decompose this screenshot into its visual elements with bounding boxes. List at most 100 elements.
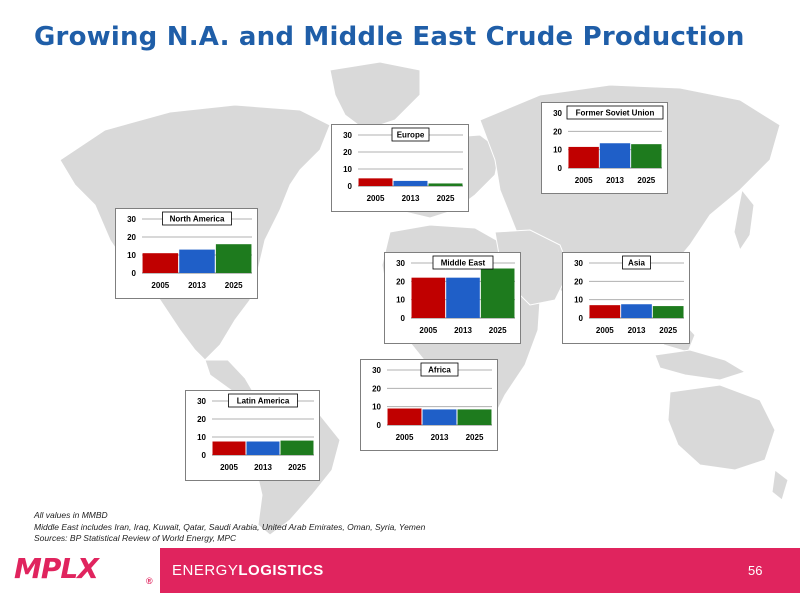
north-america-xtick-2013: 2013 (188, 281, 206, 290)
asia-ytick-10: 10 (574, 296, 583, 305)
europe-bar-2013 (393, 180, 428, 186)
footnote-sources: Sources: BP Statistical Review of World … (34, 533, 237, 543)
chart-middle-east: 0 10 20 30 2005 2013 2025 Middle East (384, 252, 521, 344)
former-soviet-union-xtick-2013: 2013 (606, 176, 624, 185)
chart-latin-america-plot: 0 10 20 30 2005 2013 2025 Latin America (197, 393, 314, 472)
energy-logistics-tagline: ENERGYLOGISTICS (172, 562, 324, 579)
map-japan (733, 188, 755, 252)
chart-former-soviet-union-plot: 0 10 20 30 2005 2013 2025 Former Soviet Union (553, 105, 664, 185)
former-soviet-union-ytick-0: 0 (558, 164, 563, 173)
africa-ytick-10: 10 (372, 403, 381, 412)
europe-xtick-2005: 2005 (367, 194, 385, 203)
africa-xtick-2013: 2013 (431, 433, 449, 442)
map-new-zealand (771, 469, 789, 501)
africa-ytick-30: 30 (372, 366, 381, 375)
logo-background (0, 548, 160, 593)
mplx-logo: MPLX (14, 552, 99, 585)
europe-bar-2025 (428, 183, 463, 186)
former-soviet-union-ytick-20: 20 (553, 127, 562, 136)
chart-africa: 0 10 20 30 2005 2013 2025 Africa (360, 359, 498, 451)
latin-america-xtick-2005: 2005 (220, 463, 238, 472)
asia-xtick-2005: 2005 (596, 326, 614, 335)
former-soviet-union-xtick-2005: 2005 (575, 176, 593, 185)
asia-title-box (622, 255, 651, 270)
former-soviet-union-bar-2025 (631, 144, 662, 168)
latin-america-title: Latin America (237, 397, 290, 406)
chart-africa-plot: 0 10 20 30 2005 2013 2025 Africa (372, 362, 492, 442)
slide-title: Growing N.A. and Middle East Crude Produ… (34, 22, 745, 52)
former-soviet-union-bar-2005 (568, 146, 599, 168)
former-soviet-union-title-box (566, 105, 664, 120)
north-america-xtick-2025: 2025 (225, 281, 243, 290)
middle-east-bar-2013 (446, 277, 480, 318)
europe-ytick-0: 0 (348, 182, 353, 191)
africa-ytick-0: 0 (377, 421, 382, 430)
europe-bar-2005 (358, 178, 393, 186)
map-greenland (329, 61, 421, 131)
north-america-ytick-10: 10 (127, 251, 136, 260)
page-number: 56 (748, 563, 763, 578)
africa-title-box (420, 362, 459, 377)
asia-title: Asia (628, 259, 645, 268)
chart-europe: 0 10 20 30 2005 2013 2025 Europe (331, 124, 469, 212)
africa-bar-2005 (387, 408, 422, 425)
europe-title-box (391, 127, 430, 142)
middle-east-xtick-2005: 2005 (419, 326, 437, 335)
middle-east-bar-2025 (480, 268, 515, 318)
north-america-bar-2025 (215, 244, 252, 273)
former-soviet-union-bar-2013 (599, 143, 631, 168)
registered-mark: ® (146, 576, 153, 586)
chart-latin-america: 0 10 20 30 2005 2013 2025 Latin America (185, 390, 320, 481)
latin-america-xtick-2013: 2013 (254, 463, 272, 472)
north-america-xtick-2005: 2005 (151, 281, 169, 290)
asia-ytick-20: 20 (574, 277, 583, 286)
tagline-bold: LOGISTICS (238, 562, 324, 579)
latin-america-ytick-0: 0 (202, 451, 207, 460)
latin-america-ytick-30: 30 (197, 397, 206, 406)
former-soviet-union-ytick-10: 10 (553, 146, 562, 155)
africa-title: Africa (428, 366, 451, 375)
middle-east-title: Middle East (441, 259, 486, 268)
chart-middle-east-plot: 0 10 20 30 2005 2013 2025 Middle East (396, 255, 515, 335)
map-australia (667, 384, 776, 471)
chart-north-america: 0 10 20 30 2005 2013 2025 North America (115, 208, 258, 299)
latin-america-xtick-2025: 2025 (288, 463, 306, 472)
north-america-title: North America (170, 215, 225, 224)
north-america-bar-2005 (142, 253, 179, 273)
europe-ytick-10: 10 (343, 165, 352, 174)
footnote-units: All values in MMBD (34, 510, 108, 520)
europe-xtick-2025: 2025 (437, 194, 455, 203)
asia-bar-2025 (652, 306, 684, 318)
middle-east-ytick-10: 10 (396, 296, 405, 305)
former-soviet-union-xtick-2025: 2025 (637, 176, 655, 185)
latin-america-ytick-20: 20 (197, 415, 206, 424)
tagline-light: ENERGY (172, 562, 239, 579)
africa-xtick-2025: 2025 (466, 433, 484, 442)
asia-xtick-2025: 2025 (659, 326, 677, 335)
europe-xtick-2013: 2013 (402, 194, 420, 203)
europe-ytick-30: 30 (343, 131, 352, 140)
africa-xtick-2005: 2005 (396, 433, 414, 442)
middle-east-ytick-0: 0 (401, 314, 406, 323)
map-indonesia (654, 349, 747, 381)
north-america-title-box (162, 211, 232, 226)
asia-bar-2013 (621, 304, 652, 318)
former-soviet-union-ytick-30: 30 (553, 109, 562, 118)
asia-ytick-0: 0 (579, 314, 584, 323)
footnote-middle-east-definition: Middle East includes Iran, Iraq, Kuwait,… (34, 521, 426, 532)
africa-bar-2013 (422, 409, 457, 425)
latin-america-ytick-10: 10 (197, 433, 206, 442)
former-soviet-union-title: Former Soviet Union (576, 109, 655, 118)
latin-america-title-box (228, 393, 298, 408)
latin-america-bar-2025 (280, 440, 314, 455)
north-america-ytick-0: 0 (132, 269, 137, 278)
latin-america-bar-2005 (212, 441, 246, 455)
middle-east-ytick-30: 30 (396, 259, 405, 268)
africa-ytick-20: 20 (372, 384, 381, 393)
latin-america-bar-2013 (246, 441, 280, 455)
asia-bar-2005 (589, 305, 621, 318)
footnotes: All values in MMBD Middle East includes … (34, 510, 425, 545)
middle-east-bar-2005 (411, 277, 446, 318)
north-america-ytick-30: 30 (127, 215, 136, 224)
chart-north-america-plot: 0 10 20 30 2005 2013 2025 North America (127, 211, 252, 290)
